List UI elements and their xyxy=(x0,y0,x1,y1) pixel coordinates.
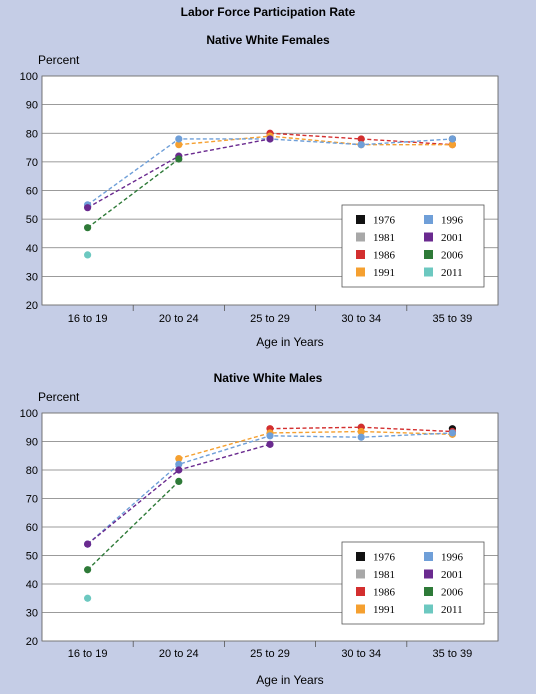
legend-label-2001: 2001 xyxy=(441,232,463,244)
data-point-2001 xyxy=(84,204,92,212)
data-point-2006 xyxy=(175,155,183,163)
y-tick-label: 50 xyxy=(26,551,38,563)
data-point-1986 xyxy=(357,135,365,143)
legend-swatch-2011 xyxy=(424,267,433,277)
legend-label-1976: 1976 xyxy=(373,215,396,227)
y-tick-label: 60 xyxy=(26,522,38,534)
x-tick-label: 25 to 29 xyxy=(250,313,290,325)
legend-swatch-1976 xyxy=(356,552,365,561)
legend-swatch-1991 xyxy=(356,267,365,277)
x-tick-label: 20 to 24 xyxy=(159,313,199,325)
legend-label-2006: 2006 xyxy=(441,250,464,262)
y-tick-label: 90 xyxy=(26,100,38,112)
data-point-2001 xyxy=(175,466,183,474)
y-tick-label: 40 xyxy=(26,579,38,591)
y-tick-label: 50 xyxy=(26,214,38,226)
data-point-2001 xyxy=(266,135,274,143)
data-point-1996 xyxy=(448,135,456,143)
legend-label-1986: 1986 xyxy=(373,587,396,599)
data-point-1991 xyxy=(357,427,365,436)
y-axis-label-males: Percent xyxy=(38,390,80,404)
data-point-1996 xyxy=(448,429,456,437)
data-point-2006 xyxy=(84,566,92,574)
legend-label-1996: 1996 xyxy=(441,552,464,564)
data-point-2006 xyxy=(175,477,183,485)
y-tick-label: 80 xyxy=(26,465,38,477)
y-axis-label-females: Percent xyxy=(38,53,80,67)
legend-label-2006: 2006 xyxy=(441,587,464,599)
data-point-1991 xyxy=(175,455,183,463)
y-tick-label: 100 xyxy=(20,408,38,420)
series-line-1991 xyxy=(178,430,453,460)
y-tick-label: 60 xyxy=(26,186,38,198)
legend-label-1991: 1991 xyxy=(373,267,395,279)
legend-swatch-2001 xyxy=(424,232,433,242)
data-point-2001 xyxy=(266,440,274,448)
y-tick-label: 90 xyxy=(26,437,38,449)
legend-swatch-2006 xyxy=(424,587,433,596)
data-point-1996 xyxy=(266,432,274,440)
x-tick-label: 25 to 29 xyxy=(250,648,290,660)
legend-swatch-1976 xyxy=(356,215,365,224)
main-title: Labor Force Participation Rate xyxy=(180,5,356,19)
legend-label-1981: 1981 xyxy=(373,569,395,581)
x-tick-label: 16 to 19 xyxy=(68,313,108,325)
x-tick-label: 35 to 39 xyxy=(433,648,473,660)
legend-swatch-2011 xyxy=(424,604,433,614)
data-point-1991 xyxy=(448,141,456,149)
legend-swatch-1981 xyxy=(356,569,365,579)
legend-swatch-2001 xyxy=(424,569,433,579)
x-axis-label-females: Age in Years xyxy=(256,335,324,349)
y-tick-label: 30 xyxy=(26,608,38,620)
y-tick-label: 100 xyxy=(20,71,38,83)
legend-label-2011: 2011 xyxy=(441,267,463,279)
series-line-1991 xyxy=(178,135,453,146)
data-point-1991 xyxy=(175,141,183,149)
legend-label-1986: 1986 xyxy=(373,250,396,262)
legend-label-1996: 1996 xyxy=(441,215,464,227)
legend-box xyxy=(341,541,485,625)
data-point-1996 xyxy=(175,135,183,143)
legend-label-1991: 1991 xyxy=(373,604,395,616)
legend-swatch-2006 xyxy=(424,250,433,259)
legend-swatch-1986 xyxy=(356,587,365,596)
data-point-2001 xyxy=(84,540,92,548)
chart-title-males: Native White Males xyxy=(213,371,323,385)
legend-label-2011: 2011 xyxy=(441,604,463,616)
y-tick-label: 30 xyxy=(26,271,38,283)
x-tick-label: 30 to 34 xyxy=(341,648,381,660)
y-tick-label: 70 xyxy=(26,157,38,169)
legend-swatch-1996 xyxy=(424,215,433,224)
y-tick-label: 20 xyxy=(26,636,38,648)
x-tick-label: 20 to 24 xyxy=(159,648,199,660)
data-point-1996 xyxy=(175,460,183,468)
y-tick-label: 20 xyxy=(26,300,38,312)
x-axis-label-males: Age in Years xyxy=(256,673,324,687)
legend-label-1976: 1976 xyxy=(373,552,396,564)
data-point-1996 xyxy=(357,141,365,149)
legend-swatch-1981 xyxy=(356,232,365,242)
data-point-2011 xyxy=(84,594,92,602)
legend-swatch-1986 xyxy=(356,250,365,259)
series-line-2006 xyxy=(87,480,180,571)
legend-swatch-1991 xyxy=(356,604,365,614)
x-tick-label: 35 to 39 xyxy=(433,313,473,325)
data-point-2006 xyxy=(84,224,92,232)
y-tick-label: 70 xyxy=(26,494,38,506)
legend-box xyxy=(341,204,485,288)
x-tick-label: 30 to 34 xyxy=(341,313,381,325)
data-point-1996 xyxy=(357,433,365,441)
legend-label-2001: 2001 xyxy=(441,569,463,581)
chart-title-females: Native White Females xyxy=(206,33,330,47)
legend-swatch-1996 xyxy=(424,552,433,561)
legend-label-1981: 1981 xyxy=(373,232,395,244)
x-tick-label: 16 to 19 xyxy=(68,648,108,660)
y-tick-label: 80 xyxy=(26,128,38,140)
y-tick-label: 40 xyxy=(26,243,38,255)
data-point-2011 xyxy=(84,251,92,259)
